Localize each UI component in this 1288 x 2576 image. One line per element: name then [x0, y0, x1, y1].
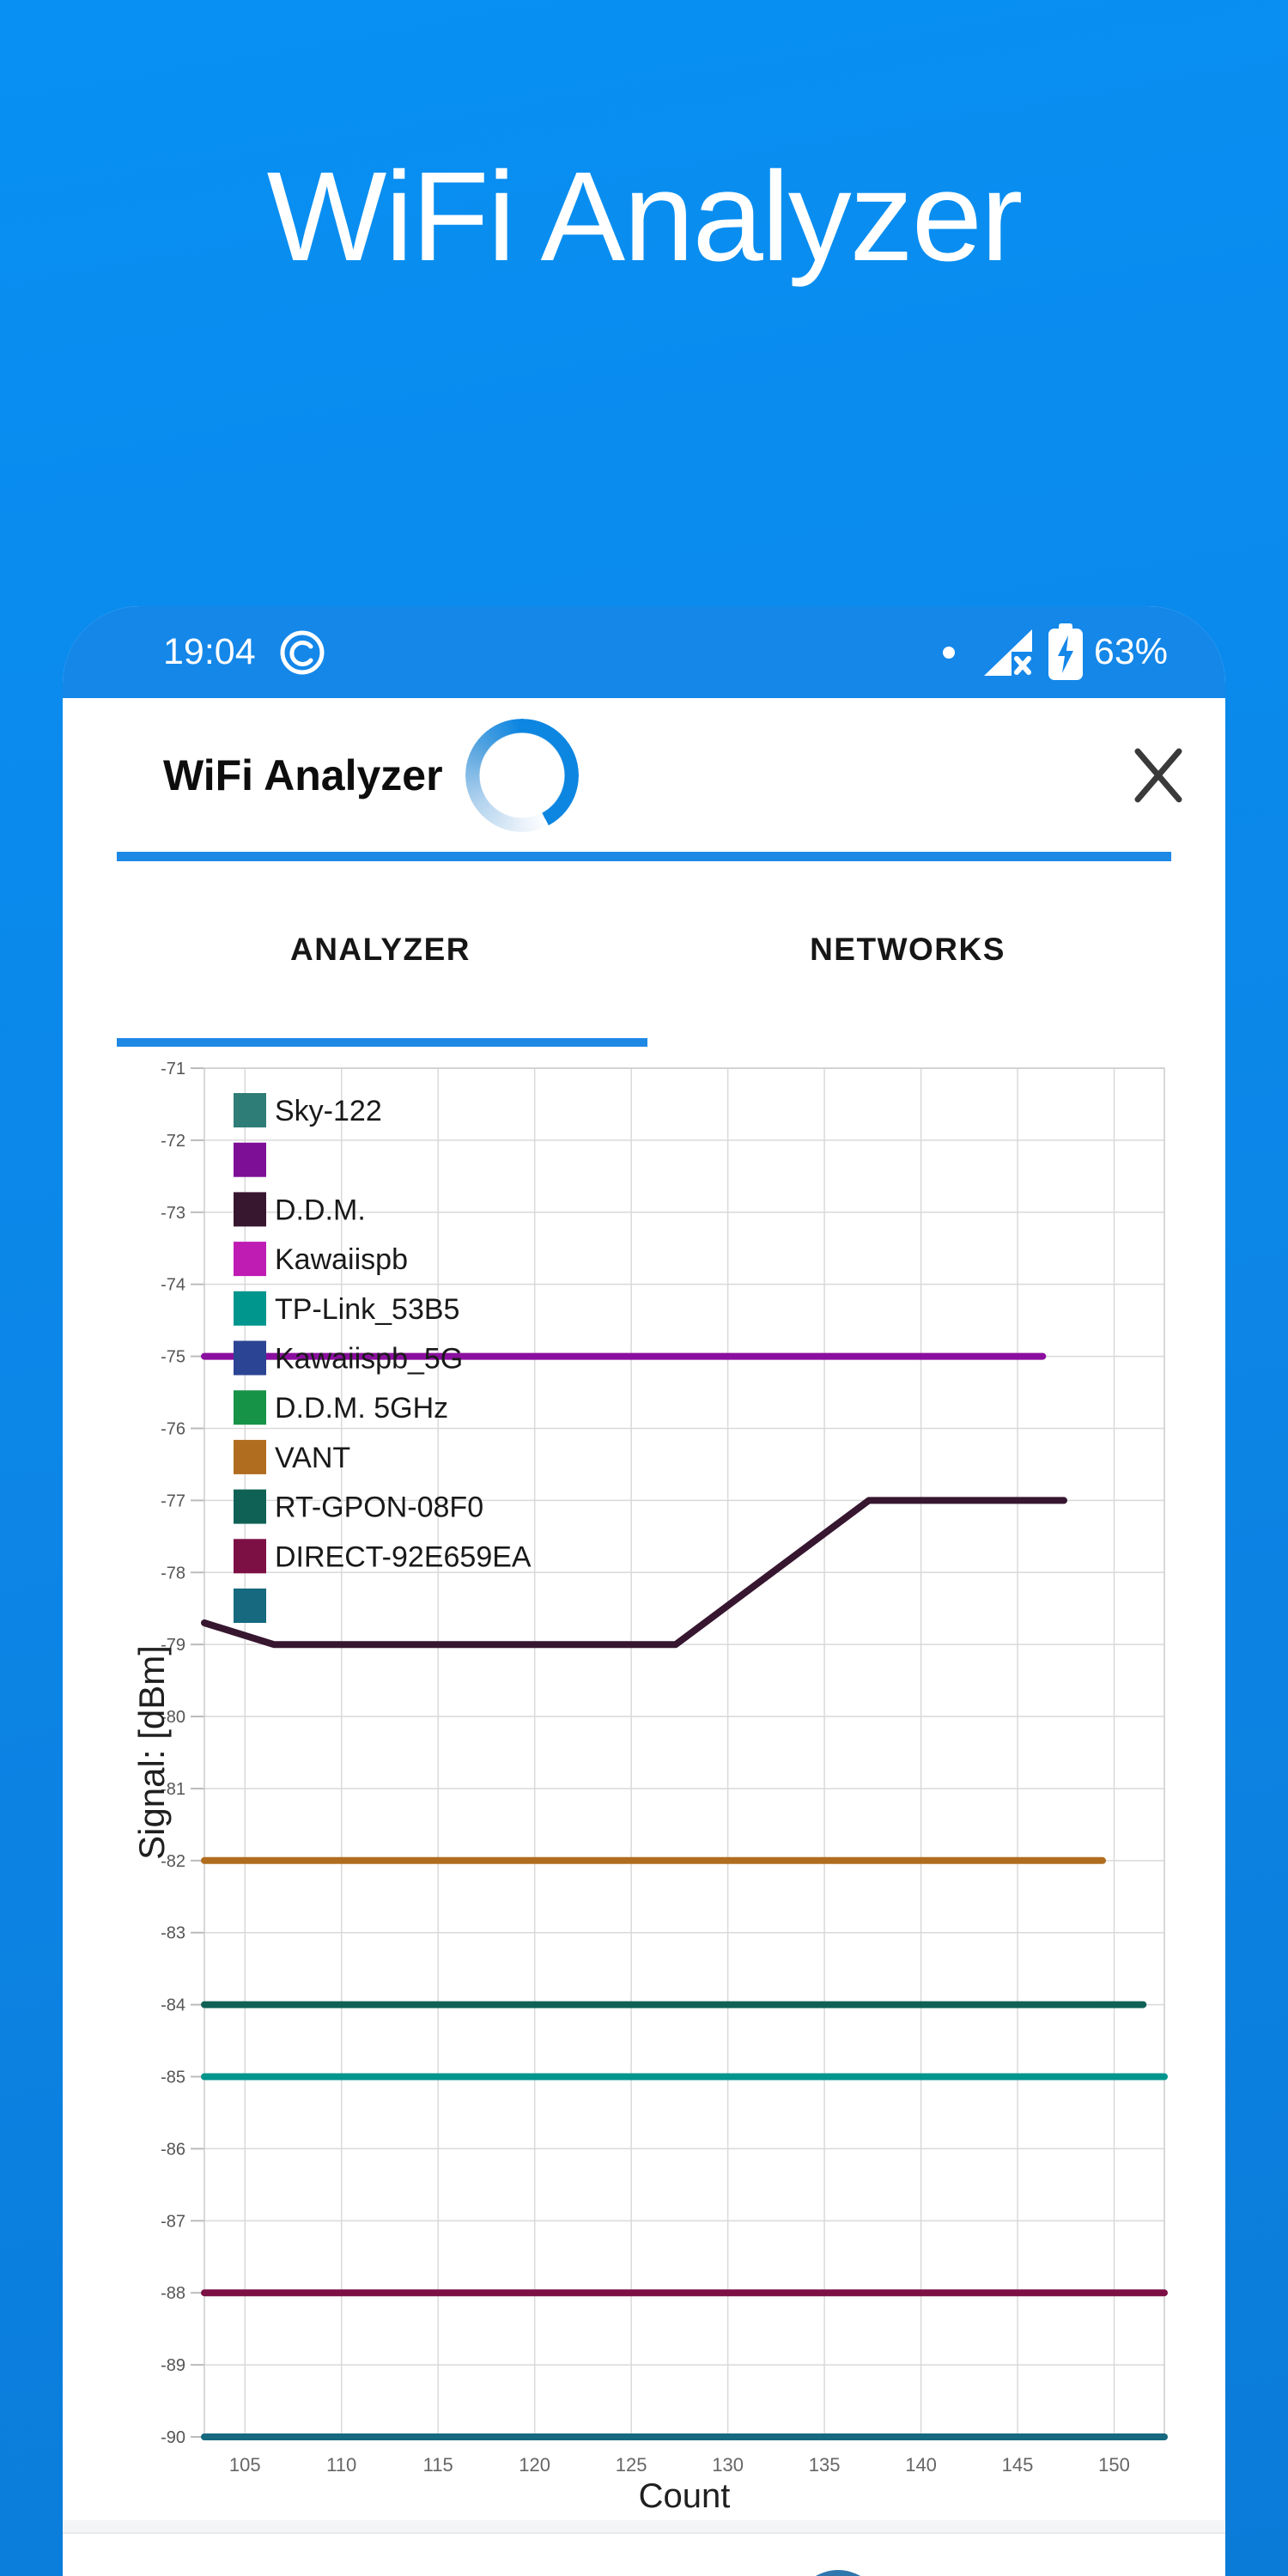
y-tick-label: -83 — [161, 1924, 185, 1943]
active-tab-underline — [117, 1038, 647, 1047]
y-tick-label: -84 — [161, 1996, 185, 2015]
x-tick-label: 120 — [519, 2454, 550, 2476]
header-divider — [117, 852, 1171, 861]
battery-charging-icon — [1048, 623, 1084, 682]
legend-label: TP-Link_53B5 — [275, 1293, 459, 1326]
x-tick-label: 140 — [905, 2454, 937, 2476]
legend-swatch — [234, 1093, 266, 1127]
y-tick-label: -86 — [161, 2140, 185, 2159]
y-tick-label: -81 — [161, 1780, 185, 1799]
legend-label: DIRECT-92E659EA — [275, 1540, 532, 1573]
tab-bar: ANALYZER NETWORKS — [63, 861, 1225, 1056]
y-tick-label: -73 — [161, 1204, 185, 1223]
y-tick-label: -77 — [161, 1492, 185, 1510]
legend-swatch — [234, 1340, 266, 1376]
y-tick-label: -80 — [161, 1708, 185, 1727]
legend-swatch — [234, 1192, 266, 1227]
legend-swatch — [234, 1291, 266, 1326]
legend-swatch — [234, 1390, 266, 1425]
legend-label: D.D.M. 5GHz — [275, 1392, 448, 1425]
x-tick-label: 150 — [1098, 2454, 1130, 2476]
battery-percent: 63% — [1093, 631, 1168, 672]
legend-label: Kawaiispb_5G — [275, 1343, 463, 1376]
app-title: WiFi Analyzer — [163, 750, 443, 799]
y-tick-label: -89 — [161, 2356, 185, 2375]
legend-swatch — [234, 1242, 266, 1277]
y-tick-label: -90 — [161, 2428, 185, 2447]
legend-label: Sky-122 — [275, 1095, 382, 1127]
x-tick-label: 105 — [229, 2454, 261, 2476]
x-tick-label: 130 — [712, 2454, 744, 2476]
status-bar: 19:04 63% — [63, 606, 1225, 698]
loading-spinner — [465, 718, 579, 832]
y-tick-label: -76 — [161, 1419, 185, 1438]
status-time: 19:04 — [163, 631, 256, 672]
tab-networks[interactable]: NETWORKS — [810, 932, 1005, 967]
legend-swatch — [234, 1142, 266, 1177]
x-tick-label: 135 — [809, 2454, 841, 2476]
legend-swatch — [234, 1539, 266, 1574]
y-tick-label: -82 — [161, 1852, 185, 1871]
y-tick-label: -72 — [161, 1132, 185, 1151]
legend-swatch — [234, 1439, 266, 1474]
y-tick-label: -79 — [161, 1636, 185, 1655]
no-internet-signal-icon — [982, 628, 1036, 677]
bottom-divider — [63, 2520, 1225, 2534]
legend-label: Kawaiispb — [275, 1243, 408, 1276]
signal-chart[interactable]: -71 -72 -73 -74 -75 -76 -77 -78 -79 -80 -81 -82 -83 -… — [63, 1056, 1225, 2530]
app-bar: WiFi Analyzer — [63, 698, 1225, 852]
y-tick-label: -74 — [161, 1276, 185, 1295]
x-tick-label: 115 — [423, 2454, 453, 2476]
y-tick-label: -75 — [161, 1348, 185, 1367]
page-title: WiFi Analyzer — [266, 146, 1024, 288]
y-tick-label: -85 — [161, 2069, 185, 2087]
x-axis-title: Count — [639, 2477, 731, 2515]
series-line-D.D.M. — [201, 1497, 1067, 1649]
y-tick-label: -87 — [161, 2212, 185, 2231]
legend-label: RT-GPON-08F0 — [275, 1492, 483, 1524]
app-notification-ring-icon — [278, 629, 326, 677]
y-tick-label: -71 — [161, 1060, 185, 1078]
x-tick-label: 125 — [616, 2454, 647, 2476]
tab-analyzer[interactable]: ANALYZER — [289, 932, 471, 967]
legend-swatch — [234, 1589, 266, 1623]
legend-label: VANT — [275, 1442, 350, 1474]
y-tick-label: -78 — [161, 1564, 185, 1583]
x-tick-label: 145 — [1002, 2454, 1034, 2476]
y-axis-title: Signal: [dBm] — [131, 1645, 172, 1860]
legend-label: D.D.M. — [275, 1194, 366, 1226]
notification-dot — [942, 646, 955, 659]
fab-button[interactable] — [793, 2570, 883, 2576]
y-tick-label: -88 — [161, 2284, 185, 2303]
x-tick-label: 110 — [326, 2454, 356, 2476]
legend-swatch — [234, 1489, 266, 1524]
close-icon[interactable] — [1131, 748, 1186, 803]
phone-card: 19:04 63% WiFi Analyzer — [63, 606, 1225, 2576]
